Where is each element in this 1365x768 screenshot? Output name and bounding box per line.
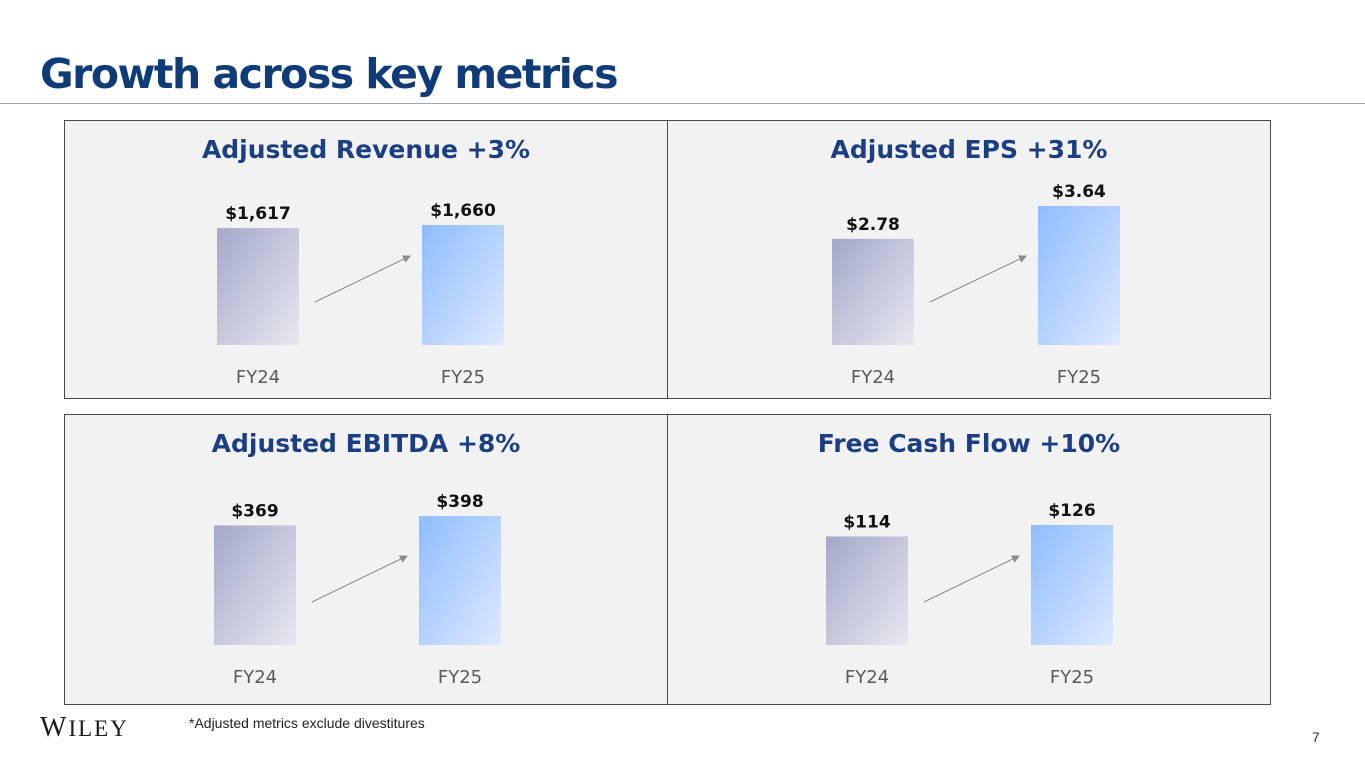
wiley-logo: WILEY xyxy=(40,712,129,743)
revenue-bar-fy25 xyxy=(422,225,504,345)
eps-value-label-fy24: $2.78 xyxy=(846,215,900,235)
fcf-bar-fy24 xyxy=(826,536,908,645)
ebitda-chart-title: Adjusted EBITDA +8% xyxy=(211,429,521,458)
fcf-chart: $114 FY24 $126 FY25 xyxy=(826,501,1113,688)
ebitda-bar-fy24 xyxy=(214,525,296,645)
eps-chart: $2.78 FY24 $3.64 FY25 xyxy=(832,182,1120,388)
fcf-chart-panel: Free Cash Flow +10% $114 FY24 $126 FY25 xyxy=(667,414,1271,705)
footnote: *Adjusted metrics exclude divestitures xyxy=(189,715,425,731)
eps-growth-arrow xyxy=(929,255,1027,303)
title-divider xyxy=(0,103,1365,104)
fcf-bar-fy25 xyxy=(1031,525,1113,645)
ebitda-value-label-fy24: $369 xyxy=(231,501,278,521)
ebitda-chart: $369 FY24 $398 FY25 xyxy=(214,492,501,688)
page-number: 7 xyxy=(1312,729,1320,745)
eps-chart-title: Adjusted EPS +31% xyxy=(830,135,1108,164)
ebitda-axis-label-fy25: FY25 xyxy=(438,667,482,688)
page-title: Growth across key metrics xyxy=(40,50,619,98)
eps-value-label-fy25: $3.64 xyxy=(1052,182,1106,202)
eps-bar-fy24 xyxy=(832,238,914,345)
fcf-chart-title: Free Cash Flow +10% xyxy=(817,429,1121,458)
eps-chart-panel: Adjusted EPS +31% $2.78 FY24 $3.64 FY25 xyxy=(667,120,1271,399)
ebitda-value-label-fy25: $398 xyxy=(436,492,483,512)
eps-axis-label-fy24: FY24 xyxy=(851,367,895,388)
revenue-value-label-fy24: $1,617 xyxy=(225,204,291,224)
fcf-value-label-fy25: $126 xyxy=(1048,501,1095,521)
ebitda-bar-fy25 xyxy=(419,516,501,645)
fcf-axis-label-fy24: FY24 xyxy=(845,667,889,688)
revenue-chart: $1,617 FY24 $1,660 FY25 xyxy=(217,201,504,388)
ebitda-growth-arrow xyxy=(311,555,408,603)
fcf-growth-arrow xyxy=(923,555,1020,603)
fcf-axis-label-fy25: FY25 xyxy=(1050,667,1094,688)
revenue-bar-fy24 xyxy=(217,228,299,345)
revenue-value-label-fy25: $1,660 xyxy=(430,201,496,221)
eps-axis-label-fy25: FY25 xyxy=(1057,367,1101,388)
revenue-axis-label-fy25: FY25 xyxy=(441,367,485,388)
revenue-chart-title: Adjusted Revenue +3% xyxy=(201,135,531,164)
ebitda-chart-panel: Adjusted EBITDA +8% $369 FY24 $398 FY25 xyxy=(64,414,668,705)
fcf-value-label-fy24: $114 xyxy=(843,512,890,532)
ebitda-axis-label-fy24: FY24 xyxy=(233,667,277,688)
eps-bar-fy25 xyxy=(1038,206,1120,345)
revenue-chart-panel: Adjusted Revenue +3% $1,617 FY24 $1,660 FY2… xyxy=(64,120,668,399)
revenue-growth-arrow xyxy=(314,255,411,303)
revenue-axis-label-fy24: FY24 xyxy=(236,367,280,388)
